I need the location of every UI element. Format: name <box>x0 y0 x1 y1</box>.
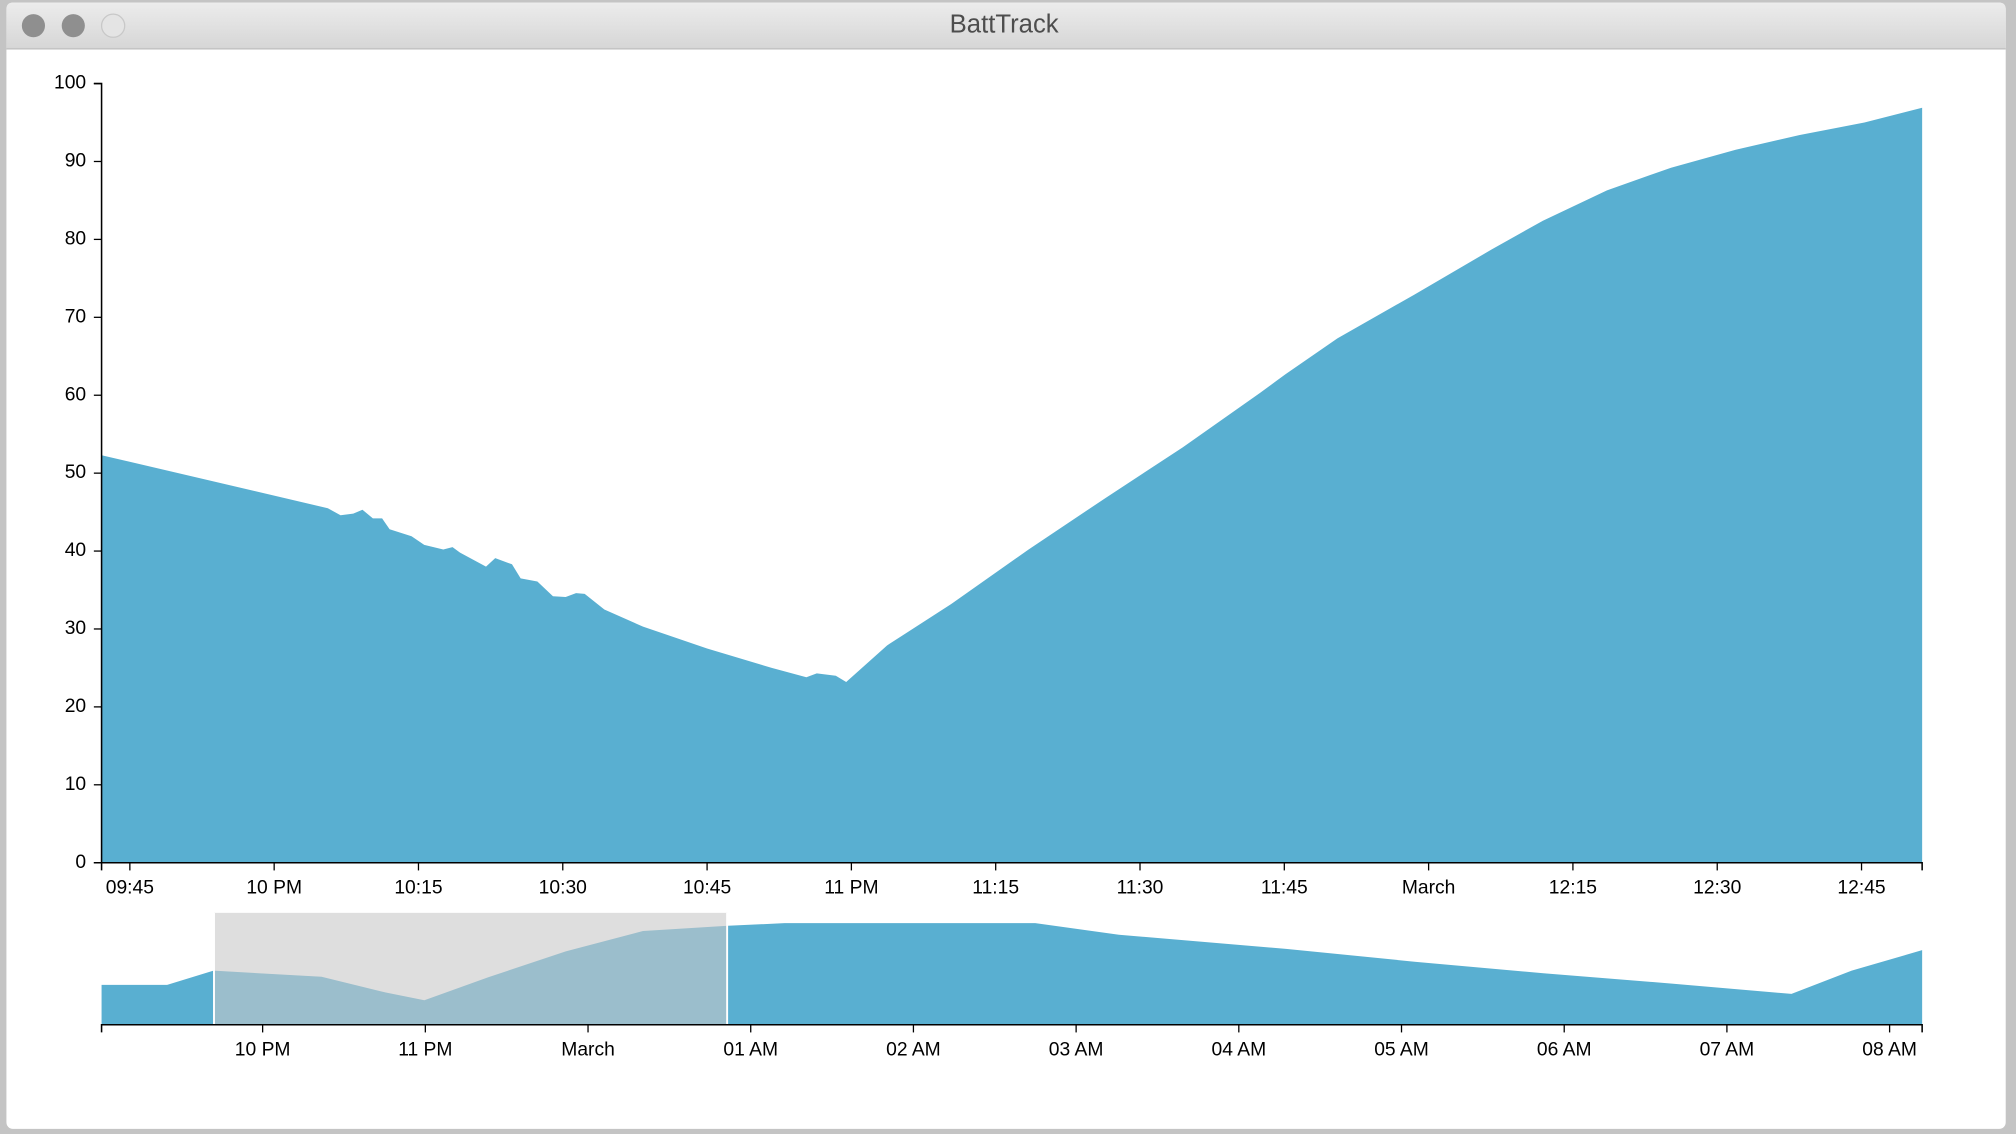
x-tick-label: 02 AM <box>886 1040 941 1061</box>
close-button[interactable] <box>21 14 45 38</box>
y-tick-label: 90 <box>65 151 86 172</box>
y-tick-label: 60 <box>65 384 86 405</box>
zoom-button[interactable] <box>100 13 126 38</box>
x-tick-label: 04 AM <box>1212 1040 1267 1061</box>
x-tick-label: 08 AM <box>1862 1040 1917 1061</box>
charts: 09:45 10 PM 10:15 10:30 10:45 11 PM 11:15 11:30… <box>54 73 1923 1061</box>
brush-selection[interactable] <box>213 912 728 1025</box>
x-tick-label: March <box>561 1040 615 1061</box>
x-tick-label: 10 PM <box>235 1040 291 1061</box>
x-tick-label: 11 PM <box>398 1040 452 1061</box>
y-tick-label: 100 <box>54 73 86 94</box>
y-tick-label: 40 <box>65 540 86 561</box>
x-tick-label: 06 AM <box>1537 1040 1592 1061</box>
x-tick-label: 10 PM <box>246 878 302 899</box>
x-tick-label: 10:30 <box>539 878 587 899</box>
x-tick-label: 11:15 <box>972 878 1019 899</box>
x-tick-label: 12:45 <box>1837 878 1885 899</box>
x-tick-label: 11 PM <box>824 878 878 899</box>
y-tick-label: 20 <box>65 696 86 717</box>
x-axis <box>100 861 1923 871</box>
x-tick-label: March <box>1402 878 1456 899</box>
x-tick-label: 05 AM <box>1374 1040 1429 1061</box>
x-tick-label: 01 AM <box>723 1040 778 1061</box>
x-tick-label: 03 AM <box>1049 1040 1104 1061</box>
y-tick-label: 0 <box>75 852 86 873</box>
y-tick-label: 50 <box>65 462 86 483</box>
window-title: BattTrack <box>950 11 1059 39</box>
x-tick-label: 10:15 <box>394 878 442 899</box>
minimize-button[interactable] <box>61 14 85 38</box>
x-tick-label: 11:45 <box>1261 878 1308 899</box>
y-tick-label: 10 <box>65 774 86 795</box>
x-tick-label: 11:30 <box>1117 878 1164 899</box>
x-tick-label: 07 AM <box>1700 1040 1755 1061</box>
y-tick-label: 70 <box>65 306 86 327</box>
x-tick-label: 12:30 <box>1693 878 1741 899</box>
title-bar <box>6 2 2006 49</box>
x-tick-label: 10:45 <box>683 878 731 899</box>
y-tick-label: 80 <box>65 228 86 249</box>
x-tick-label: 12:15 <box>1549 878 1597 899</box>
x-axis <box>100 1023 1923 1033</box>
y-tick-label: 30 <box>65 618 86 639</box>
area <box>101 107 1923 863</box>
x-tick-label: 09:45 <box>106 878 154 899</box>
